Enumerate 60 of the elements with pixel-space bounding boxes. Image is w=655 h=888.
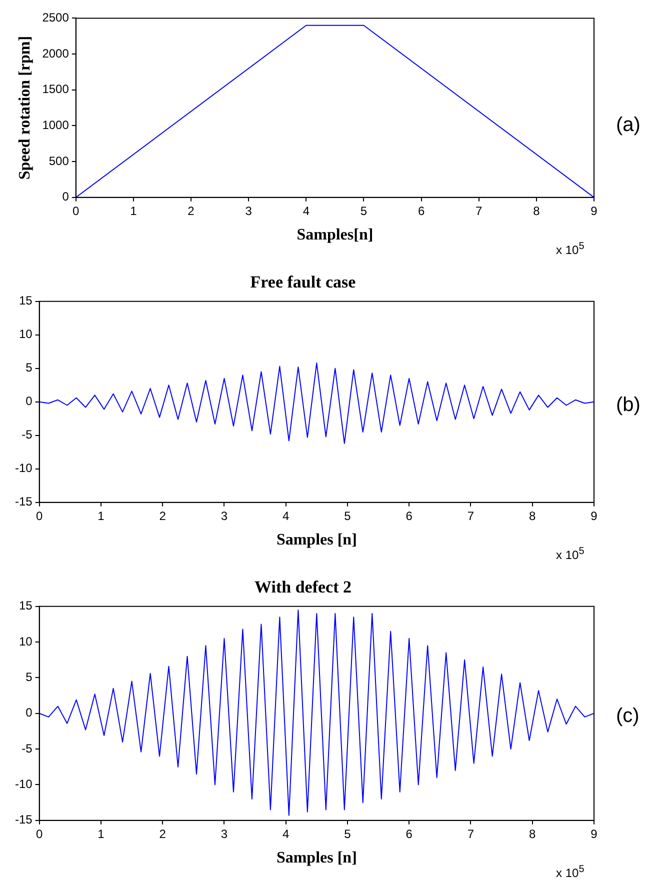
- text: x 10$^{5}$: [556, 546, 584, 562]
- x-axis-title: Samples[n]: [296, 226, 374, 244]
- y-tick-label: 15: [18, 294, 33, 308]
- text: (c): [616, 705, 640, 728]
- x-tick-label: 7: [467, 826, 474, 841]
- y-tick-label: 2500: [42, 10, 70, 25]
- text: x 10$^{5}$: [556, 864, 584, 880]
- y-tick-label: 0: [62, 190, 70, 204]
- x-tick-label: 3: [220, 508, 228, 523]
- chart-title: Free fault case: [250, 272, 356, 292]
- x-axis-title: Samples [n]: [276, 532, 357, 549]
- x-tick-label: 1: [130, 204, 138, 218]
- x-tick-label: 3: [220, 826, 228, 841]
- text: (b): [616, 394, 640, 416]
- y-tick-label: 0: [26, 706, 33, 720]
- y-tick-label: 10: [18, 634, 33, 648]
- y-tick-label: 15: [18, 598, 33, 613]
- y-tick-label: 500: [48, 154, 70, 168]
- y-tick-label: -5: [22, 428, 33, 442]
- x-tick-label: 5: [360, 204, 368, 218]
- y-tick-label: 1000: [42, 118, 70, 132]
- x-tick-label: 7: [476, 204, 483, 218]
- y-tick-label: -15: [15, 494, 33, 509]
- x-tick-label: 9: [590, 508, 598, 523]
- y-tick-label: -15: [15, 812, 33, 827]
- x-tick-label: 3: [245, 204, 252, 218]
- x-tick-label: 0: [72, 204, 80, 218]
- x-tick-label: 4: [282, 826, 290, 841]
- x-tick-label: 8: [533, 204, 540, 218]
- y-tick-label: 1500: [42, 82, 70, 96]
- text: x 10$^{5}$: [556, 241, 584, 257]
- x-axis-title: Samples [n]: [276, 850, 357, 867]
- x-tick-label: 1: [98, 508, 105, 523]
- x-tick-label: 6: [406, 826, 413, 841]
- x-tick-label: 6: [406, 508, 413, 523]
- x-tick-label: 2: [188, 204, 195, 218]
- x-tick-label: 5: [344, 508, 352, 523]
- x-tick-label: 1: [98, 826, 105, 841]
- x-tick-label: 4: [282, 508, 290, 523]
- x-tick-label: 2: [159, 826, 166, 841]
- y-tick-label: 2000: [42, 46, 70, 60]
- y-tick-label: 5: [26, 670, 33, 684]
- y-tick-label: 10: [18, 327, 33, 342]
- y-tick-label: -5: [22, 741, 33, 756]
- x-tick-label: 9: [590, 826, 598, 841]
- x-tick-label: 8: [529, 826, 536, 841]
- y-tick-label: 0: [26, 394, 33, 408]
- x-tick-label: 8: [529, 508, 536, 523]
- x-tick-label: 5: [344, 826, 352, 841]
- x-tick-label: 4: [302, 204, 310, 218]
- x-tick-label: 6: [418, 204, 425, 218]
- y-axis-title: Speed rotation [rpm]: [16, 36, 34, 180]
- x-tick-label: 2: [159, 508, 166, 523]
- x-tick-label: 7: [467, 508, 474, 523]
- y-tick-label: -10: [15, 461, 33, 476]
- chart-title: With defect 2: [254, 578, 352, 597]
- y-tick-label: 5: [26, 360, 33, 375]
- y-tick-label: -10: [15, 777, 33, 792]
- text: (a): [616, 114, 640, 136]
- x-tick-label: 9: [590, 204, 598, 218]
